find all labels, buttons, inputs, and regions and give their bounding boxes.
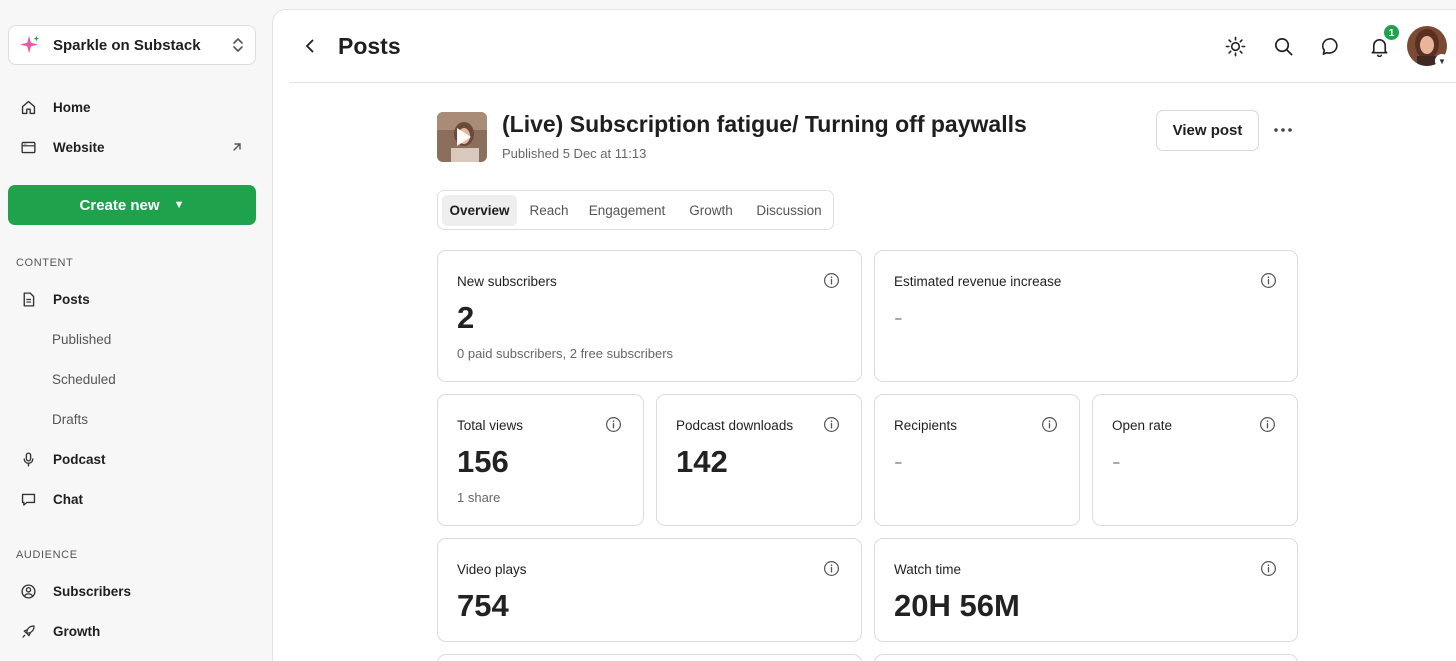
info-icon[interactable] (1260, 560, 1277, 577)
metric-value: 754 (457, 588, 509, 623)
metric-value: - (1112, 446, 1121, 476)
post-title: (Live) Subscription fatigue/ Turning off… (502, 111, 1027, 137)
sidebar: Sparkle on Substack Home Website Create … (0, 0, 272, 661)
info-icon[interactable] (1041, 416, 1058, 433)
main-panel: Posts 1 ▼ (272, 9, 1456, 661)
metric-label: Video plays (457, 562, 527, 577)
info-icon[interactable] (823, 272, 840, 289)
tab-overview[interactable]: Overview (442, 195, 517, 226)
create-new-button[interactable]: Create new ▼ (8, 185, 256, 225)
metric-label: Watch time (894, 562, 962, 577)
external-link-icon (233, 143, 241, 151)
top-bar: Posts 1 ▼ (289, 10, 1456, 83)
metric-value: 2 (457, 300, 475, 335)
play-icon (457, 128, 471, 146)
info-icon[interactable] (823, 416, 840, 433)
caret-down-icon: ▼ (173, 199, 185, 211)
sidebar-item-growth[interactable]: Growth (20, 619, 244, 643)
sidebar-item-label: Home (53, 99, 91, 115)
metric-value: - (894, 302, 903, 332)
tab-engagement[interactable]: Engagement (588, 203, 666, 218)
metric-card-recipients: Recipients - (874, 394, 1080, 526)
metric-label: Open rate (1112, 418, 1173, 433)
video-thumbnail-image (437, 112, 487, 162)
post-published-date: Published 5 Dec at 11:13 (502, 146, 647, 161)
chat-icon (21, 493, 36, 506)
sidebar-item-website[interactable]: Website (20, 135, 244, 159)
rocket-icon (22, 624, 35, 638)
metric-card-total-views: Total views 156 1 share (437, 394, 644, 526)
sidebar-item-label: Podcast (53, 451, 106, 467)
metric-card-new-subscribers: New subscribers 2 0 paid subscribers, 2 … (437, 250, 862, 382)
tab-growth[interactable]: Growth (689, 203, 733, 218)
microphone-icon (23, 451, 34, 467)
post-thumbnail[interactable] (437, 112, 487, 162)
metric-card-video-plays: Video plays 754 (437, 538, 862, 642)
metric-label: Podcast downloads (676, 418, 794, 433)
view-post-button[interactable]: View post (1156, 110, 1259, 151)
info-icon[interactable] (823, 560, 840, 577)
sidebar-item-chat[interactable]: Chat (20, 487, 244, 511)
metric-note: 0 paid subscribers, 2 free subscribers (457, 346, 674, 361)
metric-card-partial (874, 654, 1298, 661)
sidebar-subitem-published[interactable]: Published (52, 332, 112, 347)
metric-card-open-rate: Open rate - (1092, 394, 1298, 526)
publication-name: Sparkle on Substack (53, 36, 201, 54)
more-options-icon[interactable] (1271, 118, 1295, 142)
home-icon (21, 100, 36, 114)
sparkle-icon (19, 35, 40, 54)
post-tabs: Overview Reach Engagement Growth Discuss… (437, 190, 834, 230)
metric-card-partial (437, 654, 862, 661)
sidebar-item-subscribers[interactable]: Subscribers (20, 579, 244, 603)
audience-section-label: AUDIENCE (16, 549, 78, 561)
metric-value: 142 (676, 444, 728, 479)
tab-discussion[interactable]: Discussion (756, 203, 822, 218)
tab-reach[interactable]: Reach (529, 203, 569, 218)
sidebar-item-home[interactable]: Home (20, 95, 244, 119)
sidebar-subitem-scheduled[interactable]: Scheduled (52, 372, 116, 387)
metric-value: - (894, 446, 903, 476)
info-icon[interactable] (1259, 416, 1276, 433)
page-title: Posts (338, 33, 401, 59)
metric-label: Estimated revenue increase (894, 274, 1062, 289)
document-icon (23, 291, 35, 307)
metric-label: Total views (457, 418, 524, 433)
metric-card-watch-time: Watch time 20H 56M (874, 538, 1298, 642)
sidebar-item-label: Subscribers (53, 583, 132, 599)
sun-icon[interactable] (1225, 36, 1246, 57)
info-icon[interactable] (1260, 272, 1277, 289)
sidebar-item-podcast[interactable]: Podcast (20, 447, 244, 471)
metric-note: 1 share (457, 490, 501, 505)
sidebar-item-label: Chat (53, 491, 83, 507)
user-circle-icon (21, 583, 36, 599)
notification-badge: 1 (1382, 23, 1401, 42)
metric-value: 20H 56M (894, 588, 1020, 623)
sidebar-subitem-drafts[interactable]: Drafts (52, 412, 89, 427)
search-icon[interactable] (1273, 36, 1294, 57)
info-icon[interactable] (605, 416, 622, 433)
back-arrow-icon[interactable] (301, 37, 319, 55)
message-bubble-icon[interactable] (1321, 36, 1342, 57)
metric-card-podcast-downloads: Podcast downloads 142 (656, 394, 862, 526)
website-icon (21, 141, 36, 153)
publication-switcher[interactable]: Sparkle on Substack (8, 25, 256, 65)
caret-down-icon[interactable]: ▼ (1435, 54, 1449, 68)
chevron-updown-icon (233, 38, 243, 52)
bell-icon[interactable] (1369, 36, 1390, 57)
sidebar-item-posts[interactable]: Posts (20, 287, 244, 311)
sidebar-item-label: Growth (53, 623, 101, 639)
sidebar-item-label: Website (53, 139, 105, 155)
metric-card-revenue: Estimated revenue increase - (874, 250, 1298, 382)
metric-label: Recipients (894, 418, 958, 433)
sidebar-item-label: Posts (53, 291, 90, 307)
metric-value: 156 (457, 444, 509, 479)
content-section-label: CONTENT (16, 257, 74, 269)
metric-label: New subscribers (457, 274, 557, 289)
